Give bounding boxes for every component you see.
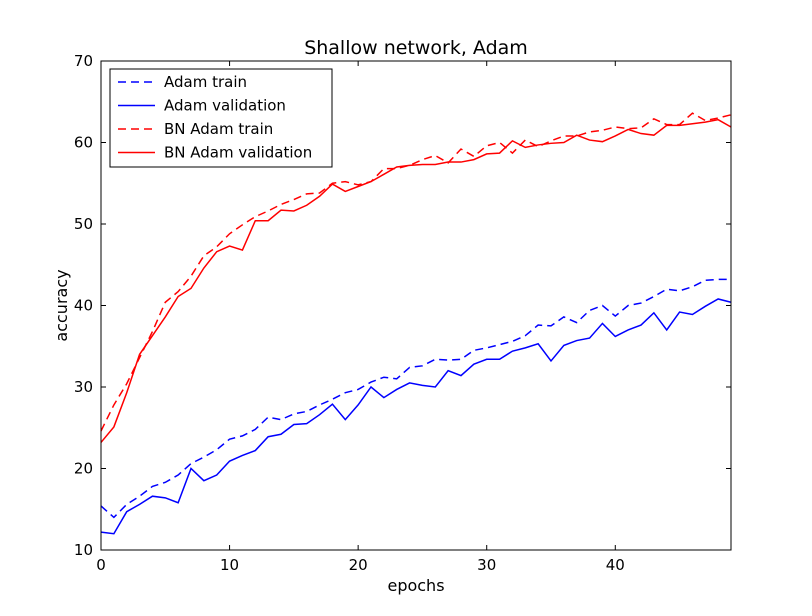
y-tick-label: 70 <box>74 52 93 70</box>
series-line-adam-validation <box>100 298 732 535</box>
x-axis-label: epochs <box>387 576 444 595</box>
legend-label-adam-train: Adam train <box>164 73 247 91</box>
legend-label-bn-adam-validation: BN Adam validation <box>164 144 312 162</box>
legend-label-bn-adam-train: BN Adam train <box>164 120 273 138</box>
y-tick-label: 50 <box>74 215 93 233</box>
y-tick-label: 30 <box>74 378 93 396</box>
legend-items: Adam train Adam validation BN Adam train BN… <box>118 73 312 162</box>
x-tick-label: 40 <box>606 556 625 574</box>
x-tick-label: 10 <box>220 556 239 574</box>
x-tick-label: 20 <box>349 556 368 574</box>
y-axis-label: accuracy <box>52 269 71 341</box>
y-tick-label: 20 <box>74 460 93 478</box>
chart-title: Shallow network, Adam <box>304 37 528 59</box>
y-tick-label: 40 <box>74 297 93 315</box>
legend-label-adam-validation: Adam validation <box>164 97 286 115</box>
y-tick-label: 10 <box>74 541 93 559</box>
series-layer <box>100 112 732 535</box>
x-tick-label: 0 <box>96 556 106 574</box>
x-tick-label: 30 <box>477 556 496 574</box>
series-line-bn-adam-train <box>100 112 732 432</box>
legend-box <box>109 68 333 168</box>
legend: Adam train Adam validation BN Adam train BN… <box>109 68 333 168</box>
y-tick-label: 60 <box>74 134 93 152</box>
series-line-bn-adam-validation <box>100 118 732 443</box>
series-line-adam-train <box>100 278 731 519</box>
